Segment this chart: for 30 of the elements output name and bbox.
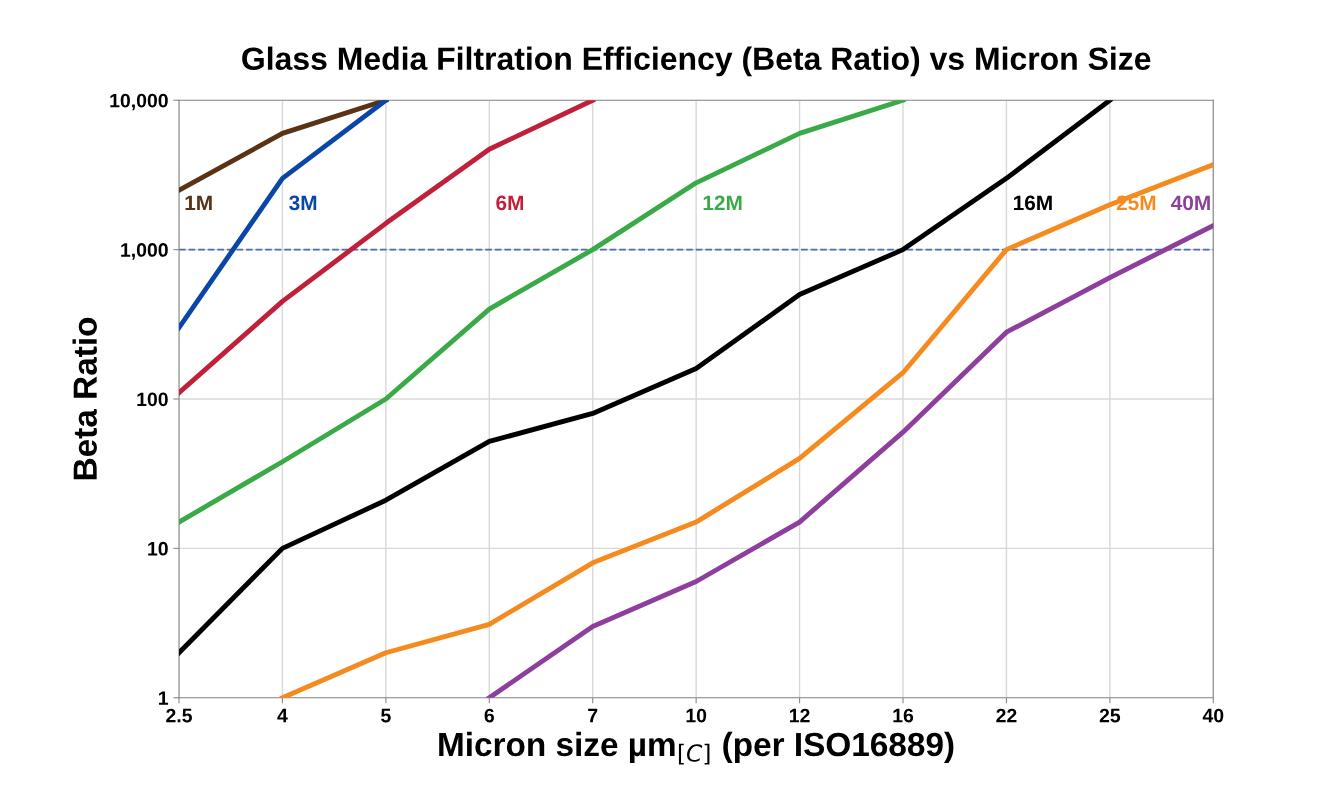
line-series: [179, 100, 596, 396]
y-tick-label: 10: [148, 541, 168, 556]
series-label: 1M: [185, 195, 212, 211]
line-series: [280, 162, 1214, 698]
y-tick-label: 10,000: [110, 93, 168, 111]
y-axis-title: Beta Ratio: [72, 317, 97, 480]
x-tick-label: 12: [789, 708, 810, 723]
x-tick-label: 7: [588, 708, 598, 723]
line-series: [486, 223, 1214, 698]
x-tick-label: 16: [893, 708, 914, 723]
x-tick-label: 10: [686, 708, 707, 723]
chart-title: Glass Media Filtration Efficiency (Beta Ratio) vs Micron Size: [242, 46, 1151, 77]
x-tick-label: 4: [277, 708, 288, 723]
x-axis-title: Micron size µm$_{[C]}$ (per ISO16889): [439, 731, 954, 765]
line-series: [179, 100, 906, 525]
y-tick-label: 100: [137, 392, 168, 407]
x-tick-label: 5: [381, 708, 391, 723]
text: 6M: [496, 195, 524, 211]
series-label: 12M: [703, 195, 742, 211]
x-tick-label: 40: [1202, 708, 1224, 723]
x-tick-label: 22: [996, 708, 1017, 723]
x-tick-label: 2.5: [166, 708, 192, 723]
series-label: 16M: [1013, 195, 1052, 211]
y-tick-label: 1: [159, 691, 169, 705]
series-label: 40M: [1171, 195, 1210, 211]
line-series: [179, 100, 1113, 656]
series-label: 3M: [289, 195, 317, 211]
y-tick-label: 1,000: [121, 243, 168, 260]
x-tick-label: 25: [1099, 708, 1121, 723]
x-tick-label: 6: [484, 708, 494, 723]
